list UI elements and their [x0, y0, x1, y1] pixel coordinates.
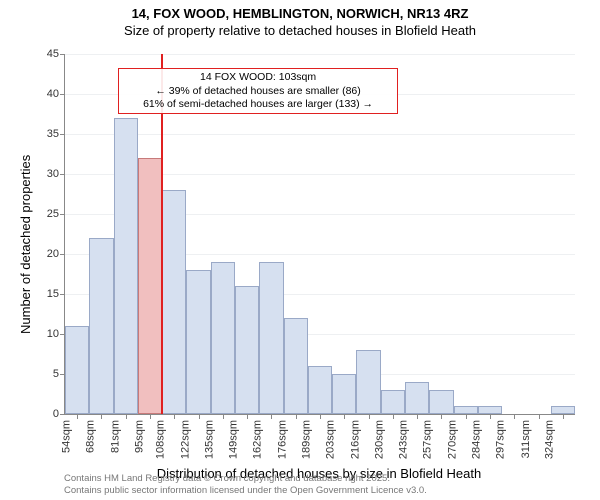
y-tick-mark [60, 214, 65, 215]
y-tick-label: 5 [53, 368, 59, 380]
y-tick-label: 40 [47, 88, 59, 100]
histogram-bar [284, 318, 308, 414]
y-tick-label: 20 [47, 248, 59, 260]
histogram-bar [405, 382, 429, 414]
x-tick-mark [417, 414, 418, 419]
y-tick-label: 45 [47, 48, 59, 60]
annotation-line: 61% of semi-detached houses are larger (… [125, 98, 390, 111]
y-tick-label: 0 [53, 408, 59, 420]
x-tick-mark [490, 414, 491, 419]
x-tick-label: 122sqm [179, 420, 191, 459]
footer-line-2: Contains public sector information licen… [64, 485, 427, 496]
x-tick-mark [77, 414, 78, 419]
histogram-bar [332, 374, 356, 414]
histogram-bar [211, 262, 235, 414]
x-tick-label: 257sqm [422, 420, 434, 459]
x-tick-label: 108sqm [155, 420, 167, 459]
histogram-bar [65, 326, 89, 414]
x-tick-mark [296, 414, 297, 419]
histogram-bar [259, 262, 283, 414]
y-tick-mark [60, 94, 65, 95]
x-tick-mark [563, 414, 564, 419]
x-tick-label: 230sqm [373, 420, 385, 459]
x-tick-mark [223, 414, 224, 419]
x-tick-mark [271, 414, 272, 419]
y-tick-label: 10 [47, 328, 59, 340]
histogram-bar [454, 406, 478, 414]
y-tick-label: 35 [47, 128, 59, 140]
x-tick-mark [369, 414, 370, 419]
x-tick-label: 216sqm [349, 420, 361, 459]
plot-area: 05101520253035404554sqm68sqm81sqm95sqm10… [64, 54, 575, 415]
x-tick-mark [101, 414, 102, 419]
x-tick-label: 54sqm [61, 420, 73, 453]
x-tick-mark [126, 414, 127, 419]
y-tick-mark [60, 174, 65, 175]
histogram-bar [356, 350, 380, 414]
x-tick-mark [199, 414, 200, 419]
x-tick-label: 189sqm [300, 420, 312, 459]
histogram-bar [308, 366, 332, 414]
x-tick-label: 95sqm [133, 420, 145, 453]
y-tick-mark [60, 294, 65, 295]
footer-line-1: Contains HM Land Registry data © Crown c… [64, 473, 427, 484]
x-tick-label: 311sqm [519, 420, 531, 458]
chart-container: 14, FOX WOOD, HEMBLINGTON, NORWICH, NR13… [0, 0, 600, 500]
histogram-bar [186, 270, 210, 414]
y-tick-mark [60, 414, 65, 415]
y-tick-mark [60, 254, 65, 255]
x-tick-label: 284sqm [470, 420, 482, 459]
annotation-line: ← 39% of detached houses are smaller (86… [125, 85, 390, 98]
histogram-bar [138, 158, 162, 414]
y-tick-label: 15 [47, 288, 59, 300]
chart-wrap: 05101520253035404554sqm68sqm81sqm95sqm10… [64, 54, 574, 414]
y-axis-title: Number of detached properties [18, 155, 33, 334]
x-tick-label: 324sqm [543, 420, 555, 459]
title-block: 14, FOX WOOD, HEMBLINGTON, NORWICH, NR13… [0, 0, 600, 40]
x-tick-label: 203sqm [325, 420, 337, 459]
histogram-bar [235, 286, 259, 414]
histogram-bar [114, 118, 138, 414]
histogram-bar [89, 238, 113, 414]
x-tick-mark [247, 414, 248, 419]
x-tick-label: 81sqm [109, 420, 121, 453]
x-tick-mark [441, 414, 442, 419]
x-tick-mark [174, 414, 175, 419]
x-tick-mark [514, 414, 515, 419]
grid-line [65, 54, 575, 55]
x-tick-mark [320, 414, 321, 419]
histogram-bar [381, 390, 405, 414]
x-tick-mark [393, 414, 394, 419]
histogram-bar [551, 406, 575, 414]
y-tick-label: 30 [47, 168, 59, 180]
x-tick-label: 162sqm [252, 420, 264, 459]
y-tick-mark [60, 54, 65, 55]
y-tick-label: 25 [47, 208, 59, 220]
annotation-box: 14 FOX WOOD: 103sqm← 39% of detached hou… [118, 68, 397, 113]
x-tick-mark [344, 414, 345, 419]
x-tick-label: 176sqm [276, 420, 288, 459]
x-tick-mark [466, 414, 467, 419]
annotation-line: 14 FOX WOOD: 103sqm [125, 71, 390, 84]
title-line-1: 14, FOX WOOD, HEMBLINGTON, NORWICH, NR13… [0, 6, 600, 23]
x-tick-mark [539, 414, 540, 419]
x-tick-label: 243sqm [398, 420, 410, 459]
footer: Contains HM Land Registry data © Crown c… [64, 473, 427, 496]
x-tick-mark [150, 414, 151, 419]
title-line-2: Size of property relative to detached ho… [0, 23, 600, 40]
histogram-bar [162, 190, 186, 414]
x-tick-label: 68sqm [85, 420, 97, 453]
x-tick-label: 149sqm [228, 420, 240, 459]
histogram-bar [478, 406, 502, 414]
histogram-bar [429, 390, 453, 414]
x-tick-label: 135sqm [203, 420, 215, 459]
x-tick-label: 297sqm [495, 420, 507, 459]
x-tick-label: 270sqm [446, 420, 458, 459]
y-tick-mark [60, 134, 65, 135]
grid-line [65, 134, 575, 135]
